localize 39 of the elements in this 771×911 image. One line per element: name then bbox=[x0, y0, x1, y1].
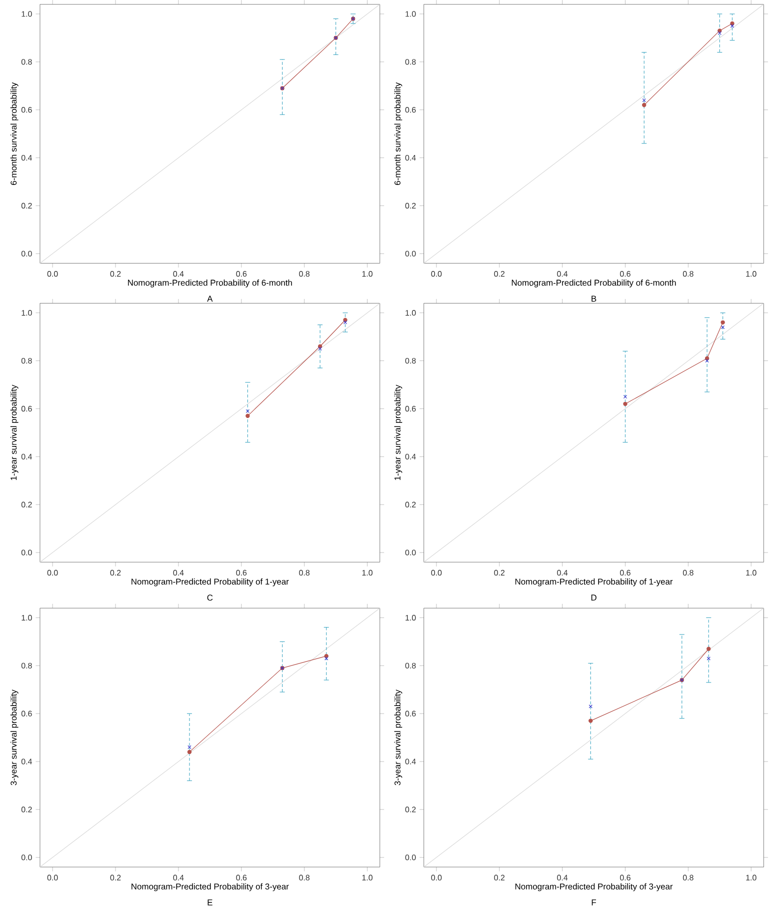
point bbox=[324, 656, 328, 660]
point bbox=[720, 320, 726, 325]
point bbox=[642, 98, 646, 102]
y-axis-title: 1-year survival probability bbox=[10, 384, 18, 480]
point bbox=[706, 646, 711, 651]
x-axis-title: Nomogram-Predicted Probability of 1-year bbox=[132, 578, 289, 586]
y-axis-title: 3-year survival probability bbox=[394, 690, 402, 786]
point bbox=[705, 358, 710, 363]
point bbox=[721, 325, 725, 330]
x-axis-title: Nomogram-Predicted Probability of 3-year bbox=[516, 883, 673, 892]
point bbox=[188, 745, 192, 750]
point bbox=[588, 704, 593, 708]
point bbox=[318, 346, 322, 351]
y-axis-title: 3-year survival probability bbox=[10, 690, 18, 786]
point bbox=[343, 318, 348, 322]
point bbox=[730, 24, 734, 28]
text: E bbox=[208, 900, 213, 906]
point bbox=[642, 102, 646, 108]
point bbox=[730, 21, 734, 26]
text: C bbox=[207, 594, 213, 601]
point bbox=[718, 31, 722, 35]
x-axis-title: Nomogram-Predicted Probability of 3-year bbox=[132, 883, 289, 892]
point bbox=[188, 750, 192, 754]
point bbox=[246, 409, 250, 413]
y-axis-title: 6-month survival probability bbox=[10, 82, 18, 185]
text: B bbox=[592, 296, 596, 302]
point bbox=[706, 656, 711, 660]
text: A bbox=[207, 296, 213, 302]
text: D bbox=[592, 594, 597, 600]
point bbox=[344, 320, 348, 324]
x-axis-title: Nomogram-Predicted Probability of 1-year bbox=[516, 578, 673, 586]
x-axis-title: Nomogram-Predicted Probability of 6-month bbox=[512, 279, 676, 288]
y-axis-title: 6-month survival probability bbox=[394, 82, 402, 185]
text: F bbox=[592, 900, 596, 906]
y-axis-title: 1-year survival probability bbox=[394, 384, 402, 480]
x-axis-title: Nomogram-Predicted Probability of 6-month bbox=[128, 279, 292, 288]
point bbox=[588, 718, 593, 723]
point bbox=[246, 414, 250, 418]
point bbox=[623, 402, 628, 406]
